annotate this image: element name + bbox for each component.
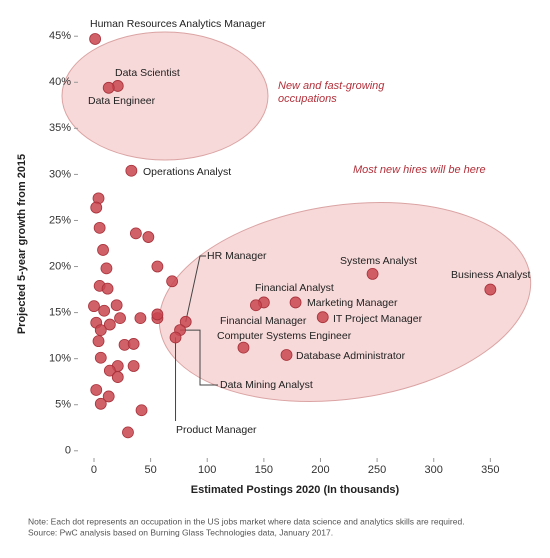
point-label: Database Administrator: [296, 350, 406, 362]
point-label: Data Engineer: [88, 95, 156, 107]
y-tick-label: 25%: [49, 214, 71, 226]
point-label: Data Scientist: [115, 67, 180, 79]
y-tick-label: 30%: [49, 168, 71, 180]
y-tick-label: 35%: [49, 122, 71, 134]
point: [90, 201, 103, 214]
x-tick-label: 100: [198, 464, 216, 476]
point: [142, 231, 155, 243]
point-label: Systems Analyst: [340, 255, 417, 267]
y-tick-label: 10%: [49, 353, 71, 365]
point: [94, 324, 107, 337]
point: [127, 338, 140, 350]
y-tick-label: 0: [65, 445, 71, 457]
point: [110, 299, 123, 312]
x-tick-label: 250: [368, 464, 386, 476]
point: [103, 364, 116, 377]
point: [89, 33, 102, 45]
point-label: Product Manager: [176, 424, 257, 436]
x-tick-label: 350: [481, 464, 499, 476]
point: [102, 390, 115, 403]
x-tick-label: 50: [144, 464, 156, 476]
point-label: Marketing Manager: [307, 297, 398, 309]
annotation: Most new hires will be here: [353, 164, 486, 176]
highlight-ellipse: [158, 201, 532, 403]
source: Source: PwC analysis based on Burning Gl…: [28, 527, 333, 537]
point: [151, 260, 164, 273]
y-tick-label: 45%: [49, 30, 71, 42]
point: [111, 371, 124, 383]
point: [135, 404, 148, 417]
y-axis-title: Projected 5-year growth from 2015: [16, 154, 28, 334]
point: [366, 268, 379, 280]
point: [125, 164, 138, 177]
point-label: Financial Manager: [220, 315, 307, 327]
point: [289, 296, 302, 309]
x-tick-label: 300: [425, 464, 443, 476]
point-label: Human Resources Analytics Manager: [90, 18, 266, 30]
point: [237, 341, 250, 354]
point: [102, 81, 115, 94]
point: [88, 300, 100, 313]
point: [93, 221, 106, 234]
point: [98, 304, 111, 317]
point: [127, 360, 140, 372]
point: [169, 331, 182, 344]
point: [179, 315, 192, 328]
x-tick-label: 200: [311, 464, 329, 476]
point-label: HR Manager: [207, 250, 267, 262]
point: [250, 299, 262, 312]
y-tick-label: 20%: [49, 260, 71, 272]
note: Note: Each dot represents an occupation …: [28, 516, 465, 526]
point: [92, 335, 105, 348]
point: [484, 283, 497, 296]
point: [94, 397, 107, 410]
annotation: New and fast-growing occupations: [278, 80, 385, 105]
point: [134, 312, 147, 325]
point: [316, 311, 329, 324]
point-label: Business Analyst: [451, 269, 530, 281]
point: [100, 262, 113, 275]
leader-line: [185, 255, 206, 322]
point-label: Data Mining Analyst: [220, 379, 313, 391]
point-label: Operations Analyst: [143, 166, 231, 178]
point: [280, 349, 293, 361]
y-tick-label: 5%: [55, 399, 71, 411]
x-axis-title: Estimated Postings 2020 (In thousands): [191, 484, 400, 496]
point-label: Financial Analyst: [255, 282, 334, 294]
x-tick-label: 150: [255, 464, 273, 476]
y-tick-label: 40%: [49, 76, 71, 88]
leader-line: [180, 329, 218, 386]
point-label: IT Project Manager: [333, 313, 423, 325]
point: [122, 426, 134, 439]
point: [129, 227, 142, 240]
point: [103, 318, 116, 331]
point: [94, 351, 107, 364]
point: [101, 282, 114, 295]
point: [90, 384, 103, 396]
point: [114, 312, 126, 325]
point: [97, 244, 109, 256]
highlight-ellipse: [61, 31, 269, 161]
y-tick-label: 15%: [49, 307, 71, 319]
point-label: Computer Systems Engineer: [217, 330, 352, 342]
point: [151, 308, 164, 321]
x-tick-label: 0: [91, 464, 97, 476]
point: [166, 275, 179, 288]
